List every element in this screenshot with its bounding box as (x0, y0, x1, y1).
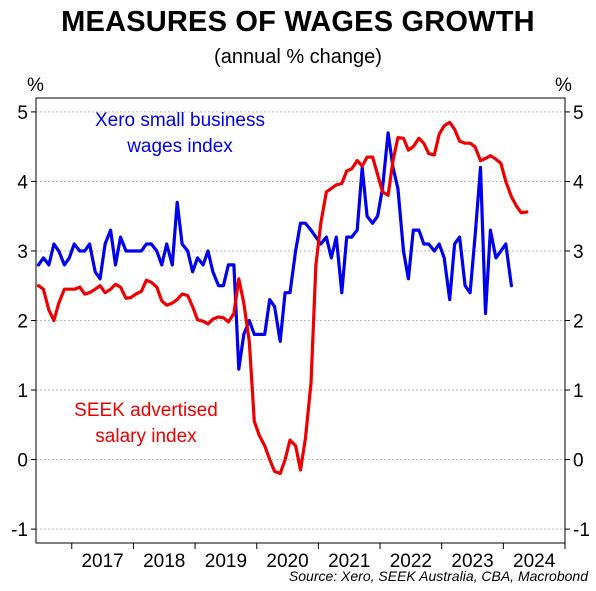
x-tick-label-2024: 2024 (513, 551, 556, 572)
series-label-seek: SEEK advertised (74, 400, 218, 421)
y-tick-label-left: 3 (17, 242, 28, 263)
chart-subtitle: (annual % change) (214, 46, 382, 68)
y-tick-label-right: 3 (573, 242, 584, 263)
x-tick-label-2021: 2021 (328, 551, 370, 572)
y-tick-label-right: -1 (573, 520, 590, 541)
x-tick-label-2018: 2018 (143, 551, 185, 572)
y-tick-label-left: 4 (17, 172, 28, 193)
x-tick-label-2017: 2017 (81, 551, 123, 572)
y-tick-label-right: 1 (573, 381, 584, 402)
y-tick-label-right: 0 (573, 451, 584, 472)
y-tick-label-left: 5 (17, 103, 28, 124)
y-tick-label-left: 1 (17, 381, 28, 402)
series-line-seek (36, 120, 529, 476)
y-axis-unit-left: % (27, 75, 44, 96)
x-tick-label-2019: 2019 (205, 551, 247, 572)
x-tick-label-2022: 2022 (390, 551, 432, 572)
y-tick-label-left: 0 (17, 451, 28, 472)
series-label-xero: Xero small business (95, 110, 265, 131)
chart-title: MEASURES OF WAGES GROWTH (61, 6, 535, 38)
plot-frame (35, 97, 566, 544)
x-tick-label-2020: 2020 (266, 551, 308, 572)
y-tick-label-right: 5 (573, 103, 584, 124)
x-tick-label-2023: 2023 (451, 551, 493, 572)
y-axis-unit-right: % (555, 75, 572, 96)
y-tick-label-right: 4 (573, 172, 584, 193)
source-note: Source: Xero, SEEK Australia, CBA, Macro… (288, 568, 588, 584)
y-tick-label-left: -1 (11, 520, 28, 541)
y-tick-label-left: 2 (17, 312, 28, 333)
series-label-seek: salary index (95, 426, 197, 447)
series-line-xero (36, 131, 513, 371)
series-label-xero: wages index (126, 136, 233, 157)
y-tick-label-right: 2 (573, 312, 584, 333)
